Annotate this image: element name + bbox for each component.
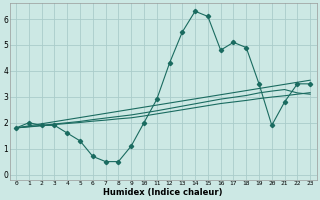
X-axis label: Humidex (Indice chaleur): Humidex (Indice chaleur) bbox=[103, 188, 223, 197]
